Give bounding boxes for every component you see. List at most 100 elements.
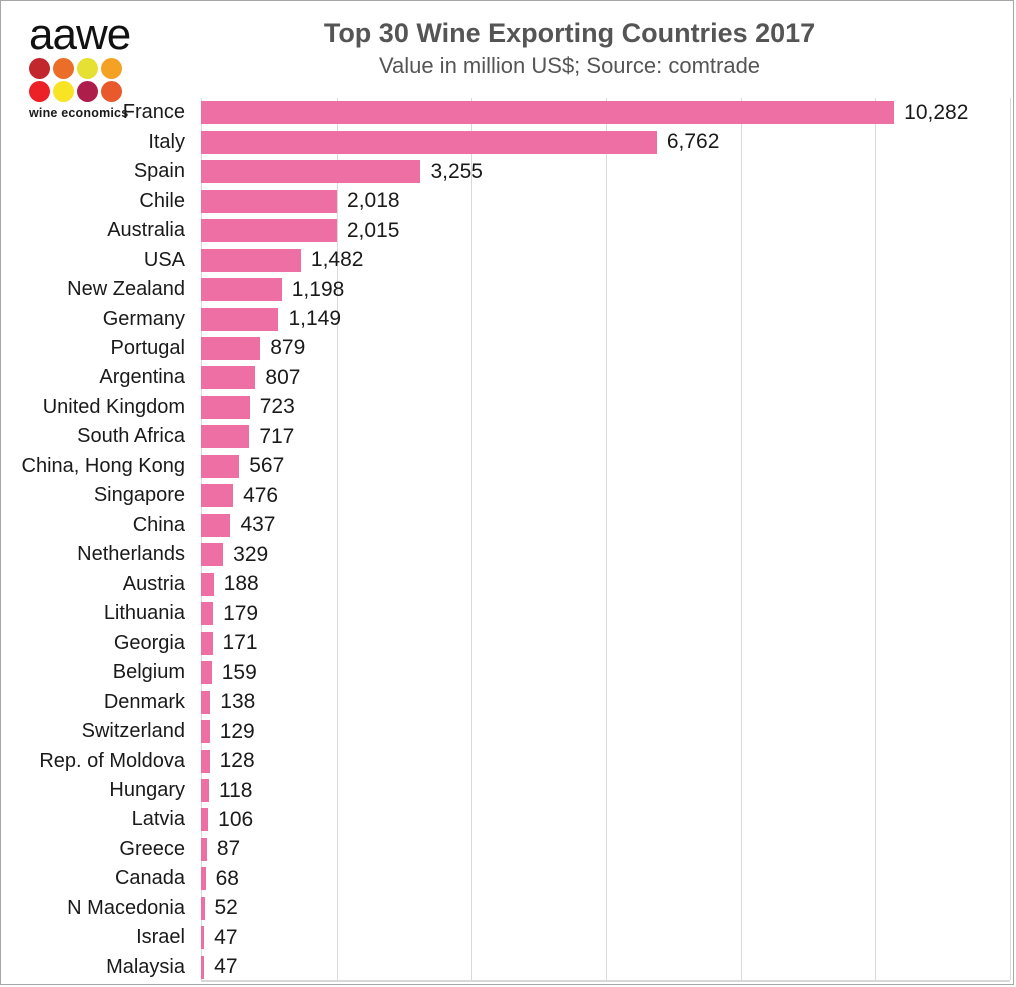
category-label: France: [122, 101, 185, 124]
category-label: China: [132, 513, 185, 536]
chart-row: Netherlands 329: [1, 540, 1013, 569]
gridline: [471, 98, 473, 980]
bar-track: 179: [201, 599, 1010, 628]
gridline: [875, 98, 877, 980]
chart-subtitle: Value in million US$; Source: comtrade: [378, 53, 761, 78]
category-label: Hungary: [109, 779, 185, 802]
chart-row: Portugal 879: [1, 334, 1013, 363]
chart-row: Rep. of Moldova 128: [1, 746, 1013, 775]
bar-track: 1,149: [201, 304, 1010, 333]
value-label: 10,282: [904, 100, 969, 124]
chart-row: Spain 3,255: [1, 157, 1013, 186]
value-label: 52: [214, 896, 238, 920]
logo-dot-icon: [29, 58, 50, 79]
chart-row: China 437: [1, 511, 1013, 540]
category-label: Lithuania: [103, 602, 185, 625]
bar-track: 188: [201, 570, 1010, 599]
logo-dot-icon: [53, 81, 74, 102]
category-label: Canada: [114, 867, 185, 890]
value-label: 2,015: [346, 218, 400, 242]
value-label: 118: [218, 778, 253, 802]
gridline: [1010, 98, 1011, 980]
chart-row: China, Hong Kong 567: [1, 452, 1013, 481]
bar: [201, 189, 338, 213]
value-label: 47: [214, 925, 238, 949]
value-label: 6,762: [666, 130, 720, 154]
chart-row: Switzerland 129: [1, 717, 1013, 746]
bar-track: 159: [201, 658, 1010, 687]
value-label: 1,482: [310, 248, 364, 272]
category-label: Argentina: [99, 366, 185, 389]
chart-row: Greece 87: [1, 835, 1013, 864]
chart-row: France 10,282: [1, 98, 1013, 127]
gridline: [606, 98, 607, 980]
bar-chart: France 10,282 Italy 6,762 Spain 3,255 Chile 2,0…: [1, 98, 1013, 982]
bar-track: 1,198: [201, 275, 1010, 304]
value-label: 476: [243, 483, 279, 507]
bar: [201, 219, 337, 243]
bar-track: 87: [201, 835, 1010, 864]
bar: [201, 602, 214, 626]
category-label: Malaysia: [106, 955, 185, 978]
chart-row: South Africa 717: [1, 422, 1013, 451]
bar: [201, 484, 234, 508]
bar: [201, 278, 282, 302]
bar-track: 1,482: [201, 245, 1010, 274]
bar: [201, 425, 250, 449]
title-block: Top 30 Wine Exporting Countries 2017 Val…: [136, 16, 1003, 80]
category-label: Spain: [133, 160, 185, 183]
value-label: 3,255: [430, 159, 483, 183]
category-label: Australia: [107, 219, 185, 242]
category-label: Switzerland: [81, 720, 185, 743]
category-label: Portugal: [110, 336, 186, 359]
category-label: USA: [143, 248, 185, 271]
category-label: South Africa: [77, 425, 185, 448]
chart-row: Lithuania 179: [1, 599, 1013, 628]
category-label: Rep. of Moldova: [39, 749, 185, 772]
bar-track: 437: [201, 511, 1010, 540]
bar: [201, 307, 279, 331]
bar: [201, 572, 214, 596]
chart-row: Argentina 807: [1, 363, 1013, 392]
value-label: 159: [221, 660, 257, 684]
chart-row: Malaysia 47: [1, 953, 1013, 982]
bar-track: 68: [201, 864, 1010, 893]
bar: [201, 543, 224, 567]
chart-rows: France 10,282 Italy 6,762 Spain 3,255 Chile 2,0…: [1, 98, 1013, 982]
category-label: Netherlands: [77, 543, 185, 566]
bar: [201, 955, 205, 979]
bar-track: 879: [201, 334, 1010, 363]
bar: [201, 779, 209, 803]
bar: [201, 926, 205, 950]
chart-row: Italy 6,762: [1, 127, 1013, 156]
logo-dot-icon: [101, 81, 122, 102]
bar-track: 567: [201, 452, 1010, 481]
chart-row: Georgia 171: [1, 628, 1013, 657]
bar: [201, 248, 301, 272]
logo-dot-icon: [29, 81, 50, 102]
bar-track: 47: [201, 923, 1010, 952]
value-label: 128: [219, 749, 255, 773]
bar: [201, 366, 256, 390]
value-label: 567: [249, 454, 285, 478]
value-label: 171: [222, 631, 258, 655]
value-label: 1,149: [288, 307, 342, 331]
value-label: 47: [214, 955, 238, 979]
category-label: Chile: [139, 189, 185, 212]
bar: [201, 454, 240, 478]
value-label: 717: [259, 424, 295, 448]
chart-row: Canada 68: [1, 864, 1013, 893]
bar-track: 2,018: [201, 186, 1010, 215]
category-label: China, Hong Kong: [21, 454, 185, 477]
value-label: 138: [220, 690, 256, 714]
bar-track: 171: [201, 628, 1010, 657]
chart-row: N Macedonia 52: [1, 894, 1013, 923]
chart-row: Hungary 118: [1, 776, 1013, 805]
category-label: Austria: [122, 572, 185, 595]
value-label: 106: [218, 807, 254, 831]
chart-row: United Kingdom 723: [1, 393, 1013, 422]
chart-row: Austria 188: [1, 570, 1013, 599]
bar-track: 717: [201, 422, 1010, 451]
bar: [201, 395, 250, 419]
